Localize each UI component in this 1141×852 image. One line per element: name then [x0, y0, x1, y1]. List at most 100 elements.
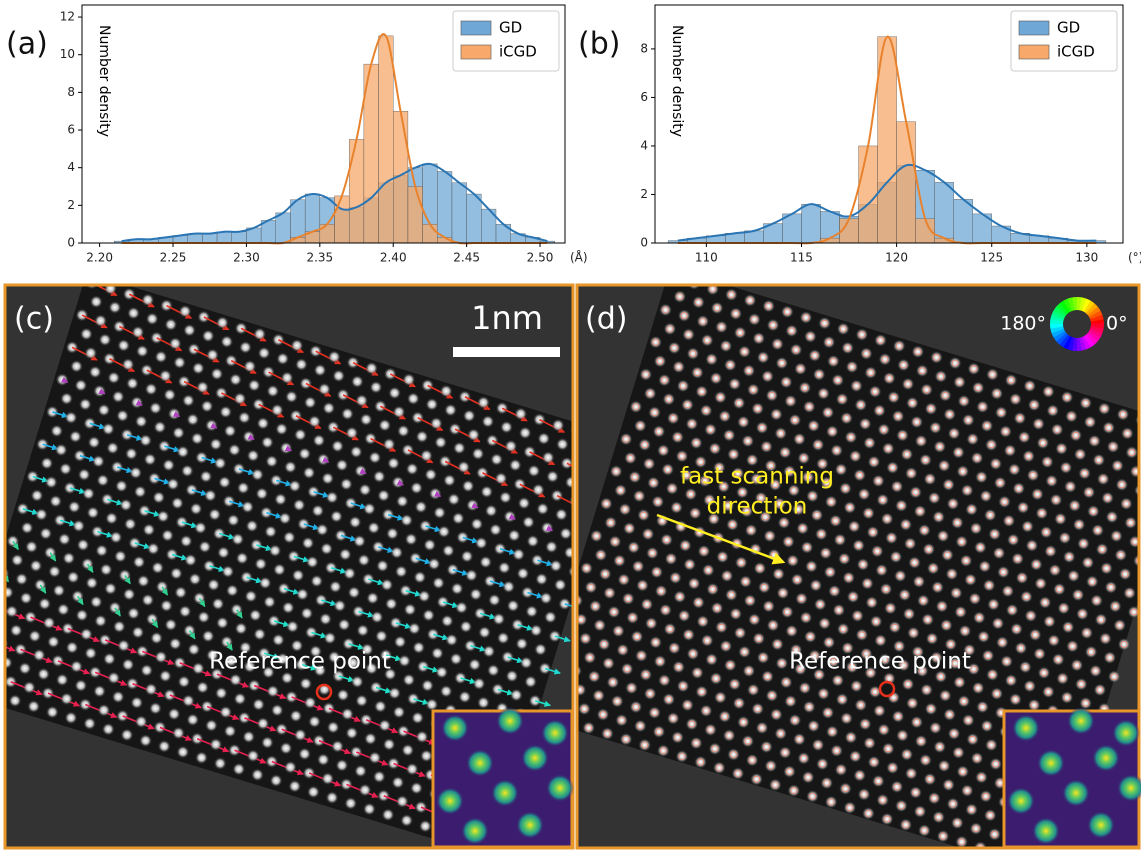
atom	[1109, 529, 1123, 543]
atom	[93, 684, 107, 698]
atom	[169, 566, 183, 580]
atom	[652, 424, 666, 438]
atom	[984, 738, 998, 752]
atom	[705, 352, 719, 366]
atom	[913, 504, 927, 518]
atom	[219, 405, 233, 419]
atom	[209, 737, 223, 751]
atom	[1102, 421, 1116, 435]
atom	[27, 699, 41, 713]
atom-ring	[948, 570, 956, 578]
atom	[657, 673, 671, 687]
atom-ring	[953, 819, 961, 827]
atom	[682, 328, 696, 342]
atom	[108, 300, 122, 314]
atom	[1028, 628, 1042, 642]
atom	[648, 706, 662, 720]
atom	[48, 565, 62, 579]
atom-ring	[768, 692, 776, 699]
legend-swatch	[1018, 44, 1050, 60]
atom-ring	[901, 591, 909, 599]
atom-ring	[819, 460, 826, 468]
atom	[990, 687, 1004, 701]
atom-ring	[772, 711, 780, 718]
atom-ring	[919, 597, 927, 604]
atom	[802, 700, 816, 714]
atom-ring	[889, 464, 897, 471]
atom-ring	[1075, 521, 1083, 529]
panel-label: (b)	[578, 27, 620, 62]
atom	[148, 701, 162, 715]
atom-ring	[861, 420, 869, 428]
atom-ring	[952, 589, 960, 597]
atom	[321, 772, 335, 786]
legend-swatch	[1018, 20, 1050, 36]
atom	[1059, 461, 1073, 475]
atom	[350, 675, 364, 689]
atom-ring	[905, 610, 913, 618]
atom-ring	[651, 709, 658, 717]
atom-ring	[913, 418, 921, 426]
atom-ring	[748, 456, 756, 464]
atom	[279, 741, 293, 755]
bar	[437, 171, 453, 244]
atom	[980, 719, 994, 733]
atom-ring	[979, 403, 986, 411]
atom-ring	[703, 336, 711, 344]
atom-ring	[1074, 591, 1082, 599]
atom	[282, 530, 296, 544]
atom	[461, 479, 475, 493]
panel-border	[575, 283, 1141, 850]
atom	[675, 449, 689, 463]
atom	[707, 512, 721, 526]
atom	[965, 502, 979, 516]
atom-ring	[1120, 640, 1128, 648]
atom	[968, 592, 982, 606]
atom-ring	[771, 781, 779, 789]
atom	[506, 599, 520, 613]
atom	[710, 601, 724, 615]
atom	[777, 516, 791, 530]
atom	[1119, 497, 1133, 511]
atom	[476, 395, 490, 409]
atom	[1108, 599, 1122, 613]
atom	[256, 717, 270, 731]
atom	[929, 350, 943, 364]
atom-ring	[729, 521, 736, 528]
atom	[1037, 666, 1051, 680]
atom	[701, 563, 715, 577]
bar	[334, 195, 350, 244]
atom-ring	[867, 369, 875, 376]
atom	[770, 637, 784, 651]
atom-ring	[809, 492, 816, 500]
atom-ring	[665, 395, 673, 403]
atom-ring	[1015, 485, 1023, 492]
atom	[894, 499, 908, 513]
displacement-arrow	[151, 618, 159, 628]
atom-ring	[968, 806, 975, 813]
atom	[914, 434, 928, 448]
atom	[373, 699, 387, 713]
atom	[967, 362, 981, 376]
x-tick-label: 2.35	[306, 251, 333, 265]
atom	[362, 802, 376, 816]
atom	[807, 719, 821, 733]
y-tick-label: 8	[640, 41, 648, 55]
atom	[1034, 577, 1048, 591]
atom	[744, 523, 758, 537]
atom	[751, 402, 765, 416]
atom-ring	[942, 621, 950, 629]
atom	[176, 745, 190, 759]
atom-ring	[632, 403, 640, 411]
atom	[358, 483, 372, 497]
atom-ring	[726, 661, 734, 669]
atom	[67, 500, 81, 514]
atom	[969, 822, 983, 836]
atom	[1023, 379, 1037, 393]
atom-ring	[912, 488, 920, 496]
atom-ring	[662, 306, 669, 314]
atom	[316, 753, 330, 767]
atom	[878, 352, 892, 366]
atom	[276, 352, 290, 366]
atom	[1046, 404, 1060, 418]
